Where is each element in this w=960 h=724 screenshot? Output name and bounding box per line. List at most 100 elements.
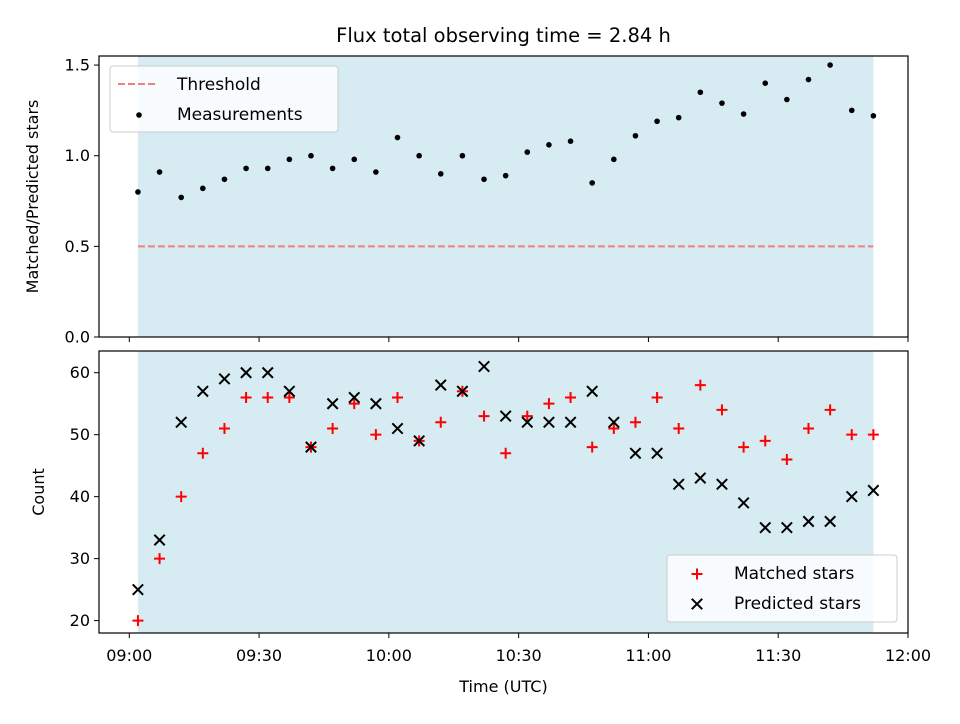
- measurement-point: [762, 80, 769, 86]
- predicted-star-point: [196, 385, 209, 398]
- predicted-star-point: [586, 385, 599, 398]
- bottom-ytick-label: 20: [70, 611, 90, 630]
- bottom-axes-frame: [98, 350, 909, 634]
- predicted-star-point: [456, 385, 469, 398]
- measurement-point: [481, 176, 487, 183]
- measurement-point: [437, 171, 444, 177]
- predicted-star-point: [521, 416, 534, 429]
- top-ytick-label: 0.5: [65, 237, 90, 256]
- predicted-star-point: [543, 416, 555, 429]
- matched-star-point: [327, 422, 339, 434]
- predicted-star-point: [132, 583, 144, 596]
- measurement-point: [394, 134, 401, 141]
- bottom-xtick-label: 10:00: [366, 646, 412, 665]
- measurement-point: [524, 149, 531, 155]
- predicted-star-point: [326, 397, 339, 410]
- predicted-star-point: [564, 416, 577, 429]
- measurement-point: [740, 111, 747, 117]
- matched-star-point: [565, 391, 577, 403]
- matched-star-point: [197, 447, 209, 459]
- measurement-point: [502, 172, 509, 179]
- predicted-star-point: [261, 366, 274, 379]
- measurement-point: [135, 189, 141, 195]
- measurement-point: [675, 114, 682, 121]
- matched-star-point: [175, 491, 187, 503]
- measurement-point: [589, 180, 595, 186]
- measurement-point: [178, 194, 184, 201]
- matched-star-point: [543, 398, 555, 410]
- measurement-point: [264, 165, 271, 172]
- matched-star-point: [867, 429, 879, 441]
- bottom-xtick-label: 11:30: [755, 646, 801, 665]
- predicted-star-point: [824, 515, 837, 528]
- bottom-xtick-label: 09:00: [106, 646, 152, 665]
- measurement-point: [373, 169, 379, 175]
- predicted-star-point: [867, 484, 880, 497]
- measurement-point: [848, 107, 855, 114]
- predicted-star-point: [369, 397, 382, 410]
- measurement-point: [156, 169, 163, 175]
- bottom-ytick-label: 40: [70, 487, 90, 506]
- measurement-point: [416, 152, 422, 159]
- matched-star-point: [435, 416, 447, 428]
- measurement-point: [567, 138, 574, 145]
- matched-star-point: [802, 422, 814, 434]
- measurement-point: [243, 165, 249, 172]
- bottom-legend-box: [666, 554, 898, 623]
- predicted-star-point: [478, 360, 490, 373]
- matched-star-point: [608, 422, 620, 434]
- predicted-star-point: [434, 379, 447, 391]
- bottom-ytick-label: 60: [70, 363, 90, 382]
- matched-star-point: [781, 453, 793, 465]
- matched-star-point: [348, 398, 360, 410]
- bottom-ytick-label: 50: [70, 425, 90, 444]
- matched-star-point: [586, 441, 598, 453]
- predicted-star-point: [737, 496, 750, 509]
- measurement-point: [719, 100, 725, 106]
- bottom-ytick-label: 30: [70, 549, 90, 568]
- measurement-point: [784, 96, 790, 103]
- measurement-point: [221, 176, 228, 183]
- measurement-point: [827, 62, 833, 68]
- bottom-xtick-label: 10:30: [496, 646, 542, 665]
- legend-matched-label: Matched stars: [734, 564, 854, 584]
- legend-measurement-swatch: [136, 112, 142, 118]
- bottom-ylabel: Count: [29, 468, 48, 516]
- predicted-star-point: [499, 410, 512, 422]
- measurement-point: [286, 156, 293, 163]
- predicted-star-point: [716, 478, 728, 491]
- matched-star-point: [651, 391, 663, 403]
- matched-star-point: [759, 435, 771, 447]
- matched-star-point: [392, 391, 404, 403]
- matched-star-point: [673, 422, 685, 434]
- top-legend-box: [109, 65, 339, 133]
- predicted-star-point: [348, 391, 361, 404]
- top-ytick-label: 1.0: [65, 146, 90, 165]
- predicted-star-point: [759, 521, 772, 534]
- matched-star-point: [694, 379, 706, 391]
- measurement-point: [329, 165, 336, 172]
- predicted-star-point: [802, 515, 815, 528]
- measurement-point: [200, 185, 206, 192]
- predicted-star-point: [413, 434, 426, 447]
- matched-star-point: [154, 553, 166, 565]
- predicted-star-point: [391, 422, 404, 435]
- measurement-point: [654, 118, 660, 125]
- predicted-star-point: [651, 447, 663, 460]
- legend-measurement-label: Measurements: [177, 105, 303, 125]
- matched-star-point: [240, 391, 252, 403]
- matched-star-point: [218, 422, 230, 434]
- matched-star-point: [824, 404, 836, 416]
- predicted-star-point: [694, 472, 707, 484]
- measurement-point: [351, 156, 358, 163]
- measurement-point: [632, 132, 639, 139]
- measurement-point: [870, 113, 877, 119]
- matched-star-point: [262, 391, 274, 403]
- bottom-xtick-label: 12:00: [885, 646, 931, 665]
- matched-star-point: [846, 429, 858, 441]
- top-axes-frame: [98, 55, 909, 338]
- predicted-star-point: [780, 521, 793, 534]
- measurement-point: [805, 76, 812, 83]
- top-ylabel: Matched/Predicted stars: [23, 100, 42, 294]
- legend-predicted-swatch: [691, 598, 703, 610]
